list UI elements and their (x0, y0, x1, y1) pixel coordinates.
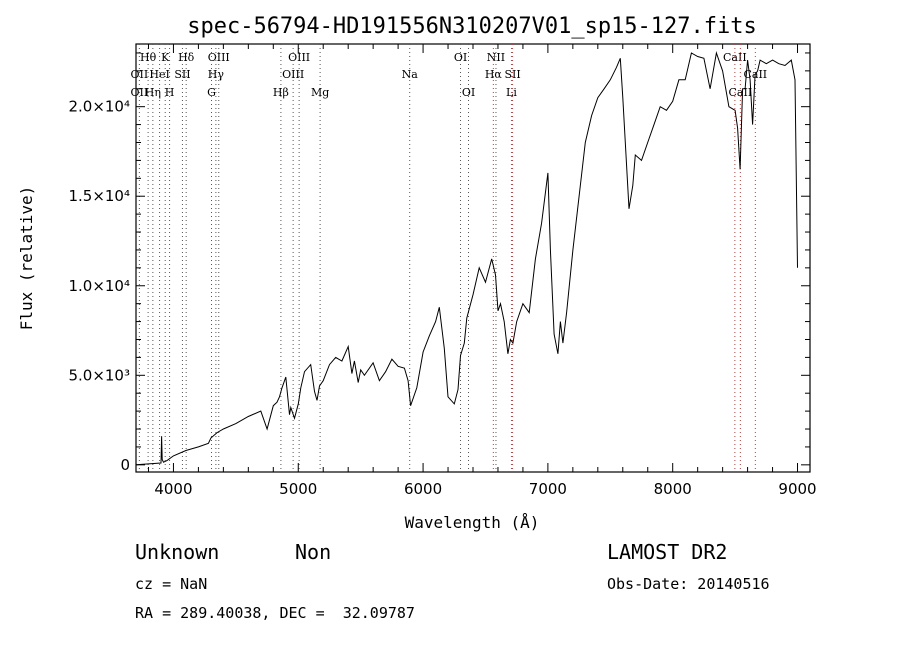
line-marker-label: Hβ (273, 86, 289, 99)
line-marker-label: Hθ (140, 51, 157, 64)
line-marker-label: H (165, 86, 175, 99)
line-marker-label: OII (131, 68, 149, 81)
x-tick-label: 4000 (154, 480, 192, 498)
line-marker-label: SII (174, 68, 190, 81)
line-marker-label: HeI (149, 68, 169, 81)
line-marker-label: OI (462, 86, 475, 99)
x-tick-label: 8000 (654, 480, 692, 498)
observation-date: Obs-Date: 20140516 (607, 575, 770, 593)
coordinates-readout: RA = 289.40038, DEC = 32.09787 (135, 604, 415, 622)
x-tick-label: 6000 (404, 480, 442, 498)
x-tick-label: 7000 (529, 480, 567, 498)
x-axis-label: Wavelength (Å) (405, 513, 540, 532)
line-marker-label: K (161, 51, 170, 64)
y-tick-label: 0 (120, 456, 130, 474)
y-tick-label: 1.0×10⁴ (68, 277, 130, 295)
y-tick-label: 5.0×10³ (68, 366, 130, 384)
line-marker-label: Hδ (178, 51, 195, 64)
chart-title: spec-56794-HD191556N310207V01_sp15-127.f… (187, 14, 757, 39)
line-marker-label: Hη (145, 86, 161, 99)
line-marker-label: Mg (311, 86, 329, 99)
x-tick-label: 5000 (279, 480, 317, 498)
line-marker-label: Li (506, 86, 517, 99)
line-marker-label: G (207, 86, 216, 99)
y-tick-label: 2.0×10⁴ (68, 98, 130, 116)
line-marker-label: Hγ (208, 68, 225, 81)
object-class: Unknown (135, 540, 220, 564)
line-marker-label: OII (131, 86, 149, 99)
line-marker-label: SII (504, 68, 520, 81)
x-tick-label: 9000 (778, 480, 816, 498)
y-tick-label: 1.5×10⁴ (68, 187, 130, 205)
redshift-readout: cz = NaN (135, 575, 208, 593)
line-marker-label: Hα (485, 68, 503, 81)
line-marker-label: OIII (288, 51, 310, 64)
line-marker-label: NII (487, 51, 505, 64)
y-axis-label: Flux (relative) (17, 186, 36, 331)
line-marker-label: OIII (282, 68, 304, 81)
plot-frame (135, 43, 811, 473)
line-marker-label: CaII (729, 86, 753, 99)
line-marker-label: OIII (208, 51, 230, 64)
survey-name: LAMOST DR2 (607, 540, 728, 564)
axis-ticks: 4000 5000 6000 7000 8000 9000 0 5.0×10³ 1.0×10⁴ 1… (68, 44, 817, 498)
object-subclass: Non (295, 540, 332, 564)
line-marker-label: Na (402, 68, 419, 81)
line-marker-label: OI (454, 51, 467, 64)
spectrum-line (135, 51, 798, 466)
line-marker-label: CaII (723, 51, 747, 64)
